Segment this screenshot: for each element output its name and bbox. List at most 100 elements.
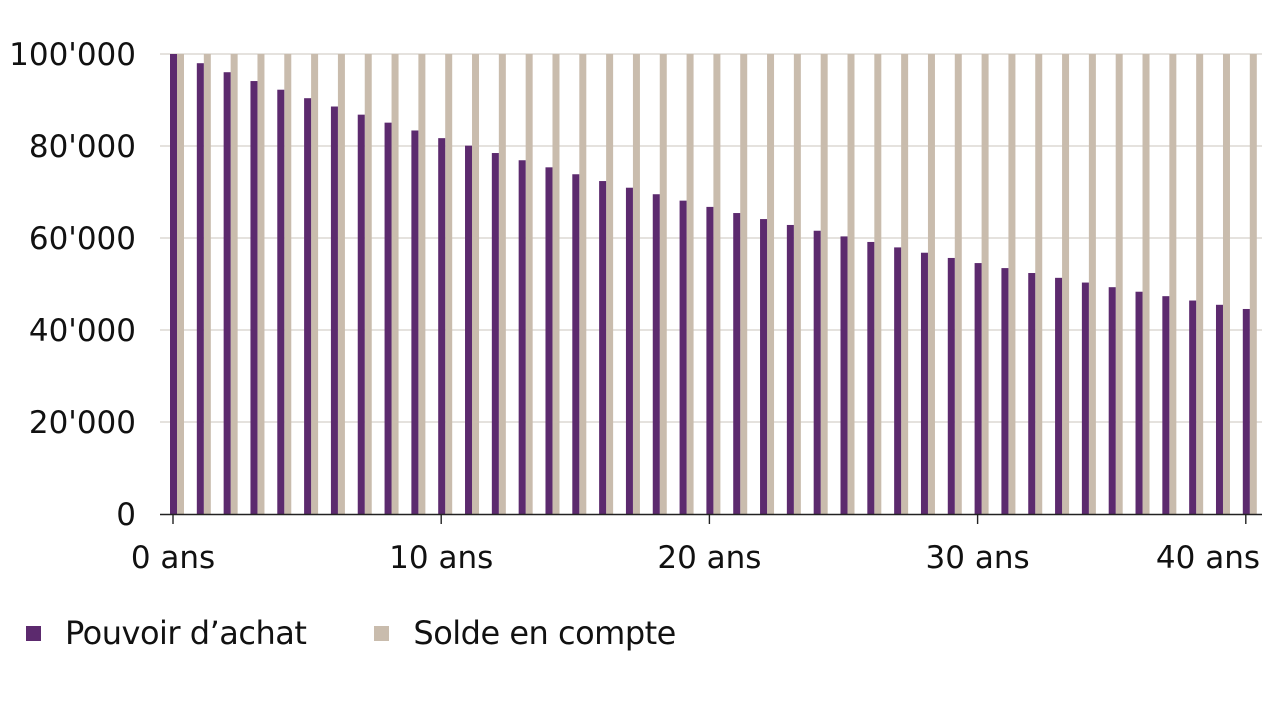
legend-label-account-balance: Solde en compte — [413, 614, 676, 652]
bar-purchasing-power — [760, 219, 768, 514]
bar-purchasing-power — [223, 72, 231, 514]
bar-purchasing-power — [1135, 291, 1143, 514]
bar-purchasing-power — [545, 167, 553, 514]
x-tick-label: 30 ans — [926, 540, 1030, 576]
bar-purchasing-power — [974, 263, 982, 514]
bar-purchasing-power — [840, 236, 848, 515]
y-tick-label: 40'000 — [29, 313, 136, 349]
bar-purchasing-power — [438, 138, 446, 514]
bar-purchasing-power — [625, 187, 633, 514]
bar-account-balance — [311, 54, 319, 514]
bar-account-balance — [767, 54, 775, 514]
bar-purchasing-power — [1189, 300, 1197, 514]
bar-account-balance — [1222, 54, 1230, 514]
bar-purchasing-power — [1242, 308, 1250, 514]
bar-purchasing-power — [1108, 287, 1116, 514]
bar-account-balance — [418, 54, 426, 514]
axes — [160, 513, 1262, 524]
y-axis-labels: 0 20'000 40'000 60'000 80'000 100'000 — [9, 37, 136, 533]
bar-account-balance — [1062, 54, 1070, 514]
bar-purchasing-power — [1028, 273, 1036, 514]
bar-account-balance — [1196, 54, 1204, 514]
bar-purchasing-power — [1055, 277, 1063, 514]
bar-account-balance — [1142, 54, 1150, 514]
bar-account-balance — [552, 54, 560, 514]
bar-account-balance — [901, 54, 909, 514]
y-tick-label: 80'000 — [29, 129, 136, 165]
bar-account-balance — [847, 54, 855, 514]
bar-account-balance — [1169, 54, 1177, 514]
bar-purchasing-power — [652, 194, 660, 514]
x-tick-label: 20 ans — [657, 540, 761, 576]
bar-account-balance — [579, 54, 587, 514]
bar-purchasing-power — [491, 153, 499, 514]
bar-purchasing-power — [599, 181, 607, 514]
bar-account-balance — [498, 54, 506, 514]
bar-purchasing-power — [170, 54, 177, 514]
bar-account-balance — [606, 54, 614, 514]
bar-purchasing-power — [1215, 304, 1223, 514]
bar-purchasing-power — [813, 230, 821, 514]
bar-series — [170, 54, 1257, 515]
bar-purchasing-power — [277, 89, 285, 514]
bar-purchasing-power — [1081, 282, 1089, 514]
bar-purchasing-power — [706, 206, 714, 514]
bar-purchasing-power — [894, 247, 902, 514]
chart-legend: Pouvoir d’achat Solde en compte — [26, 614, 744, 652]
bar-account-balance — [659, 54, 667, 514]
bar-purchasing-power — [1162, 296, 1170, 514]
bar-purchasing-power — [572, 174, 580, 514]
bar-account-balance — [1115, 54, 1123, 514]
x-tick-label: 0 ans — [131, 540, 215, 576]
bar-purchasing-power — [384, 122, 392, 515]
bar-purchasing-power — [947, 257, 955, 514]
bar-account-balance — [874, 54, 882, 514]
bar-account-balance — [1088, 54, 1096, 514]
bar-account-balance — [686, 54, 694, 514]
bar-account-balance — [793, 54, 801, 514]
y-tick-label: 100'000 — [9, 37, 136, 73]
bar-purchasing-power — [920, 252, 928, 515]
bar-account-balance — [337, 54, 345, 514]
legend-label-purchasing-power: Pouvoir d’achat — [65, 614, 307, 652]
bar-account-balance — [230, 54, 238, 514]
bar-purchasing-power — [411, 130, 419, 514]
bar-account-balance — [713, 54, 721, 514]
bar-purchasing-power — [465, 145, 473, 515]
x-axis-labels: 0 ans 10 ans 20 ans 30 ans 40 ans — [131, 540, 1260, 576]
bar-purchasing-power — [786, 224, 794, 515]
bar-purchasing-power — [304, 98, 312, 514]
bar-account-balance — [525, 54, 533, 514]
bar-account-balance — [284, 54, 292, 514]
bar-purchasing-power — [518, 160, 526, 514]
bar-account-balance — [740, 54, 748, 514]
bar-account-balance — [1008, 54, 1016, 514]
bar-purchasing-power — [867, 241, 875, 514]
bar-purchasing-power — [196, 63, 204, 514]
bar-account-balance — [927, 54, 935, 514]
y-tick-label: 20'000 — [29, 405, 136, 441]
bar-account-balance — [177, 54, 184, 514]
x-tick-label: 10 ans — [389, 540, 493, 576]
bar-account-balance — [1249, 54, 1257, 514]
bar-purchasing-power — [733, 213, 741, 514]
bar-account-balance — [1035, 54, 1043, 514]
bar-account-balance — [364, 54, 372, 514]
bar-account-balance — [632, 54, 640, 514]
bar-account-balance — [391, 54, 399, 514]
bar-purchasing-power — [1001, 268, 1009, 514]
y-tick-label: 0 — [116, 497, 136, 533]
bar-purchasing-power — [357, 114, 365, 514]
bar-purchasing-power — [330, 106, 338, 514]
x-tick-label: 40 ans — [1156, 540, 1260, 576]
bar-account-balance — [820, 54, 828, 514]
legend-item-purchasing-power: Pouvoir d’achat — [26, 614, 307, 652]
bar-purchasing-power — [250, 81, 258, 514]
legend-swatch-purchasing-power — [26, 625, 41, 641]
bar-account-balance — [954, 54, 962, 514]
bar-account-balance — [981, 54, 989, 514]
bar-account-balance — [257, 54, 265, 514]
bar-account-balance — [445, 54, 453, 514]
bar-account-balance — [203, 54, 211, 514]
